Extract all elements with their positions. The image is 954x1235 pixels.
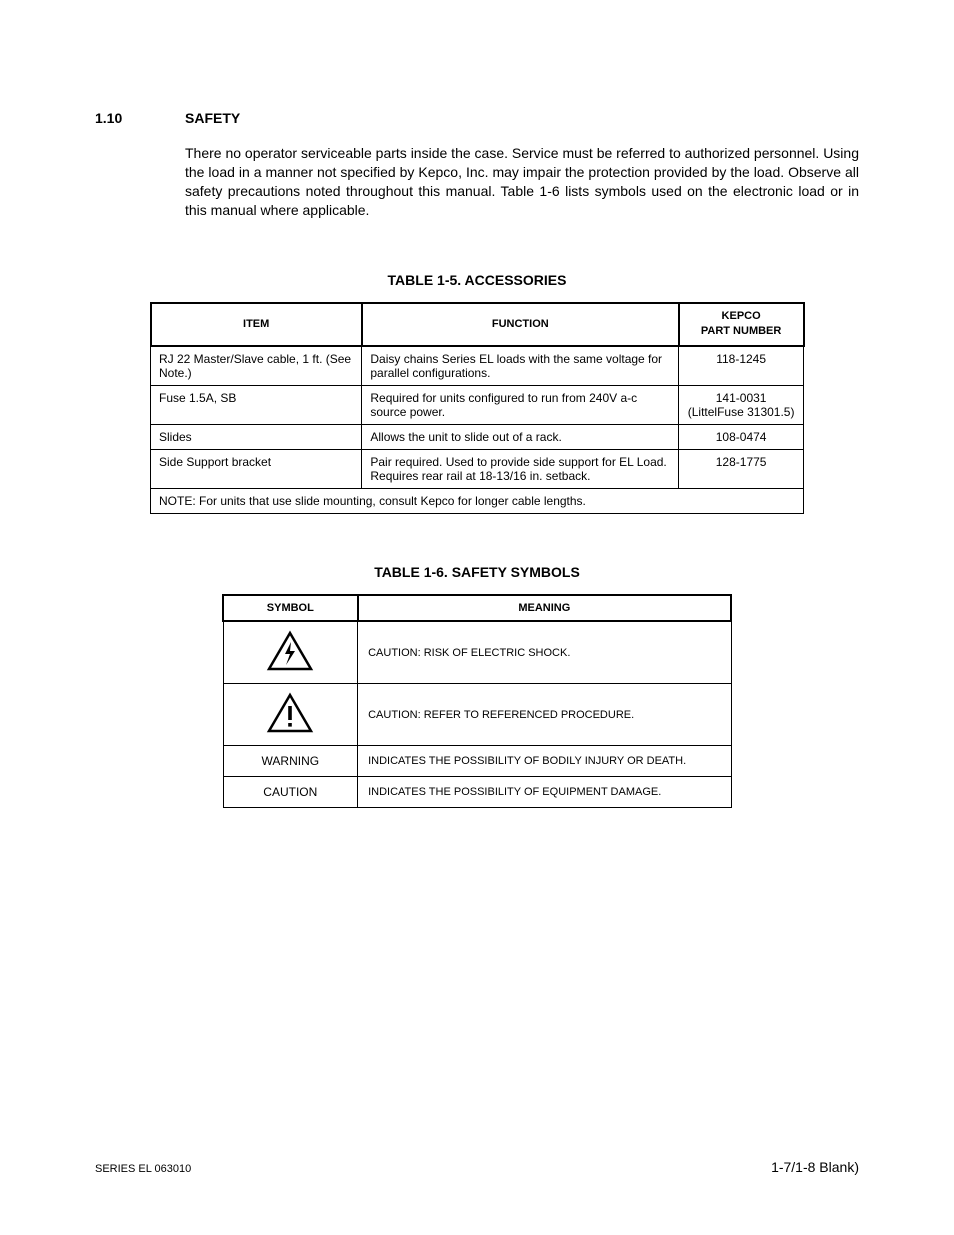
header-partno: KEPCO PART NUMBER [679, 303, 804, 347]
cell-partno: 128-1775 [679, 450, 804, 489]
header-item: ITEM [151, 303, 362, 347]
safety-symbols-table: SYMBOL MEANING CAUTION: RISK OF ELECTRIC… [222, 594, 732, 808]
table-header-row: SYMBOL MEANING [223, 595, 731, 621]
table1-title: TABLE 1-5. ACCESSORIES [95, 272, 859, 288]
footer-right: 1-7/1-8 Blank) [771, 1159, 859, 1175]
accessories-table: ITEM FUNCTION KEPCO PART NUMBER RJ 22 Ma… [150, 302, 805, 515]
header-partno-line1: KEPCO [722, 310, 761, 322]
cell-function: Required for units configured to run fro… [362, 386, 679, 425]
caution-exclamation-icon [266, 692, 314, 737]
page-footer: SERIES EL 063010 1-7/1-8 Blank) [95, 1159, 859, 1175]
cell-note: NOTE: For units that use slide mounting,… [151, 489, 804, 514]
cell-partno: 118-1245 [679, 346, 804, 386]
table2-title: TABLE 1-6. SAFETY SYMBOLS [95, 564, 859, 580]
table-row: CAUTION: REFER TO REFERENCED PROCEDURE. [223, 684, 731, 746]
cell-meaning: CAUTION: REFER TO REFERENCED PROCEDURE. [358, 684, 731, 746]
cell-meaning: INDICATES THE POSSIBILITY OF EQUIPMENT D… [358, 777, 731, 808]
table-row: Slides Allows the unit to slide out of a… [151, 425, 804, 450]
table-row: WARNING INDICATES THE POSSIBILITY OF BOD… [223, 746, 731, 777]
cell-partno: 141-0031 (LittelFuse 31301.5) [679, 386, 804, 425]
table-row: RJ 22 Master/Slave cable, 1 ft. (See Not… [151, 346, 804, 386]
cell-function: Daisy chains Series EL loads with the sa… [362, 346, 679, 386]
table-note-row: NOTE: For units that use slide mounting,… [151, 489, 804, 514]
cell-symbol: WARNING [223, 746, 358, 777]
section-number: 1.10 [95, 110, 185, 126]
cell-item: Fuse 1.5A, SB [151, 386, 362, 425]
footer-left: SERIES EL 063010 [95, 1163, 191, 1175]
header-symbol: SYMBOL [223, 595, 358, 621]
cell-item: Side Support bracket [151, 450, 362, 489]
cell-function: Allows the unit to slide out of a rack. [362, 425, 679, 450]
header-function: FUNCTION [362, 303, 679, 347]
header-partno-line2: PART NUMBER [688, 325, 795, 339]
electric-shock-icon [266, 630, 314, 675]
section-header: 1.10 SAFETY [95, 110, 859, 126]
cell-meaning: CAUTION: RISK OF ELECTRIC SHOCK. [358, 621, 731, 684]
cell-item: RJ 22 Master/Slave cable, 1 ft. (See Not… [151, 346, 362, 386]
section-title: SAFETY [185, 110, 240, 126]
table-row: Side Support bracket Pair required. Used… [151, 450, 804, 489]
cell-symbol [223, 621, 358, 684]
cell-partno: 108-0474 [679, 425, 804, 450]
section-body: There no operator serviceable parts insi… [185, 144, 859, 220]
cell-symbol: CAUTION [223, 777, 358, 808]
cell-function: Pair required. Used to provide side supp… [362, 450, 679, 489]
header-meaning: MEANING [358, 595, 731, 621]
table-row: CAUTION: RISK OF ELECTRIC SHOCK. [223, 621, 731, 684]
cell-meaning: INDICATES THE POSSIBILITY OF BODILY INJU… [358, 746, 731, 777]
table-header-row: ITEM FUNCTION KEPCO PART NUMBER [151, 303, 804, 347]
cell-item: Slides [151, 425, 362, 450]
cell-symbol [223, 684, 358, 746]
table-row: CAUTION INDICATES THE POSSIBILITY OF EQU… [223, 777, 731, 808]
table-row: Fuse 1.5A, SB Required for units configu… [151, 386, 804, 425]
